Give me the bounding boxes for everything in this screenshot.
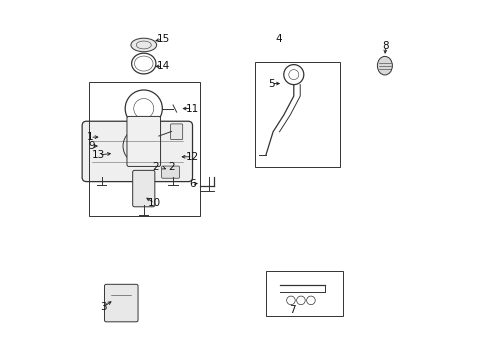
FancyBboxPatch shape	[132, 170, 155, 207]
Text: 13: 13	[92, 150, 105, 160]
Text: 2: 2	[167, 162, 174, 172]
Text: 7: 7	[289, 305, 295, 315]
Text: 12: 12	[186, 152, 199, 162]
FancyBboxPatch shape	[127, 116, 160, 166]
Text: 9: 9	[88, 141, 95, 151]
Text: 1: 1	[87, 132, 93, 142]
Ellipse shape	[377, 57, 391, 75]
FancyBboxPatch shape	[162, 166, 179, 178]
Bar	[265, 271, 343, 316]
Text: 10: 10	[147, 198, 161, 208]
Bar	[89, 82, 200, 216]
FancyBboxPatch shape	[104, 284, 138, 322]
Text: 5: 5	[267, 78, 274, 89]
FancyBboxPatch shape	[82, 121, 192, 181]
Text: 11: 11	[186, 104, 199, 113]
FancyBboxPatch shape	[170, 124, 183, 140]
Text: 4: 4	[275, 34, 281, 44]
Text: 8: 8	[382, 41, 388, 51]
Text: 14: 14	[156, 62, 169, 71]
Bar	[255, 62, 339, 167]
Text: 3: 3	[100, 302, 106, 312]
Text: 2: 2	[152, 162, 159, 172]
Text: 15: 15	[156, 34, 169, 44]
Ellipse shape	[131, 38, 156, 52]
Text: 6: 6	[189, 179, 196, 189]
